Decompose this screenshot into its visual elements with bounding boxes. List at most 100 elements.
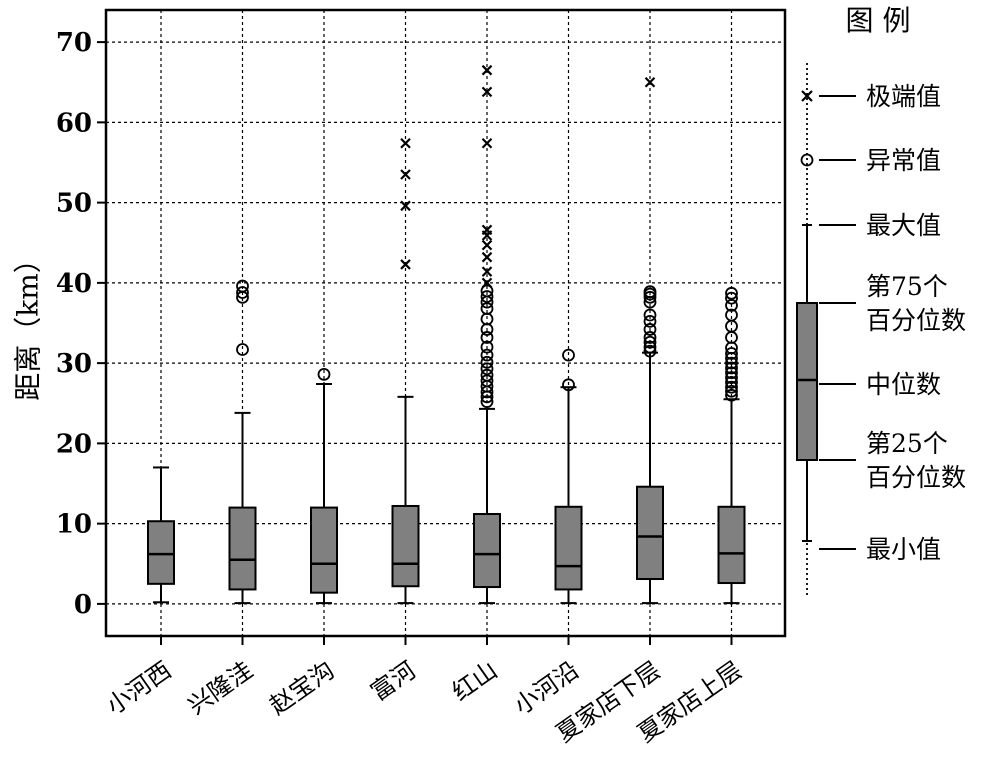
- y-axis-label: 距离（km）: [12, 245, 45, 401]
- outlier-marker: [643, 344, 657, 358]
- legend-label: 百分位数: [866, 306, 966, 335]
- legend-label: 百分位数: [866, 463, 966, 492]
- extreme-marker: [481, 266, 493, 277]
- outlier-marker: [643, 335, 657, 349]
- outlier-marker: [643, 331, 657, 344]
- x-tick-label: 小河西: [101, 656, 176, 720]
- boxes: [147, 64, 746, 605]
- box-1: [147, 466, 175, 604]
- outlier-marker: [643, 308, 657, 322]
- extreme-marker: [481, 277, 493, 289]
- extreme-marker: [481, 224, 493, 236]
- outlier-marker: [236, 286, 249, 299]
- outlier-marker: [480, 348, 494, 362]
- outlier-marker: [643, 314, 657, 328]
- outlier-marker: [643, 285, 657, 299]
- x-tick-label: 红山: [447, 656, 502, 706]
- box-iqr: [473, 513, 501, 589]
- extreme-marker: [481, 64, 493, 76]
- outlier-marker: [725, 356, 738, 370]
- extreme-marker: [801, 90, 813, 102]
- box-3: [310, 367, 338, 605]
- outlier-marker: [725, 347, 738, 360]
- outlier-marker: [725, 298, 738, 312]
- outlier-marker: [480, 331, 494, 344]
- outlier-marker: [643, 323, 657, 336]
- x-tick-label: 兴隆洼: [183, 656, 258, 720]
- legend-label: 中位数: [866, 370, 941, 399]
- legend-label: 第75个: [866, 272, 948, 301]
- outlier-marker: [317, 367, 331, 381]
- box-iqr: [310, 506, 338, 594]
- box-8: [717, 286, 746, 605]
- outlier-marker: [480, 290, 494, 303]
- legend-label: 第25个: [866, 429, 948, 458]
- box-6: [554, 348, 583, 605]
- extreme-marker: [400, 200, 411, 212]
- extreme-marker: [481, 239, 493, 251]
- outlier-marker: [725, 371, 738, 384]
- outlier-marker: [725, 380, 738, 394]
- outlier-marker: [480, 368, 494, 382]
- outlier-marker: [480, 395, 494, 409]
- extreme-marker: [481, 137, 493, 149]
- box-iqr: [228, 506, 257, 591]
- outlier-marker: [800, 153, 814, 167]
- extreme-marker: [481, 251, 493, 263]
- legend-label: 异常值: [866, 146, 941, 175]
- outlier-marker: [725, 366, 738, 380]
- y-tick-label: 30: [56, 349, 92, 379]
- outlier-marker: [480, 362, 494, 376]
- outlier-marker: [725, 361, 738, 375]
- outlier-marker: [480, 302, 494, 315]
- extreme-marker: [400, 169, 411, 180]
- outlier-marker: [562, 348, 575, 362]
- box-iqr: [636, 485, 664, 581]
- y-tick-label: 10: [56, 510, 92, 540]
- outlier-marker: [236, 279, 249, 293]
- y-tick-label: 60: [56, 108, 92, 138]
- box-4: [391, 137, 420, 605]
- y-tick-label: 20: [56, 429, 92, 459]
- outlier-marker: [480, 355, 494, 369]
- legend-label: 最小值: [866, 535, 941, 564]
- legend-title: 图 例: [846, 4, 911, 37]
- outlier-marker: [725, 286, 738, 300]
- y-tick-label: 40: [56, 269, 92, 299]
- extreme-marker: [400, 259, 411, 270]
- x-tick-label: 赵宝沟: [264, 656, 339, 720]
- box-iqr: [717, 505, 746, 585]
- outlier-marker: [480, 374, 494, 388]
- extreme-marker: [644, 76, 656, 88]
- outlier-marker: [480, 284, 494, 298]
- x-tick-label: 富河: [366, 656, 421, 706]
- outlier-marker: [236, 343, 249, 356]
- y-tick-label: 0: [74, 590, 92, 620]
- box-iqr: [147, 520, 175, 585]
- plot-frame: [104, 8, 787, 638]
- box-5: [473, 64, 501, 605]
- box-7: [636, 76, 664, 605]
- outlier-marker: [643, 340, 657, 354]
- outlier-marker: [480, 340, 494, 354]
- outlier-marker: [725, 291, 738, 305]
- y-tick-label: 50: [56, 189, 92, 219]
- outlier-marker: [562, 378, 575, 392]
- outlier-marker: [725, 375, 738, 389]
- grid: [106, 10, 785, 636]
- box-iqr: [391, 504, 420, 588]
- outlier-marker: [725, 384, 738, 398]
- extreme-marker: [481, 86, 493, 98]
- outlier-marker: [725, 388, 738, 402]
- extreme-marker: [400, 137, 411, 149]
- box-2: [228, 279, 257, 605]
- box-iqr: [554, 505, 583, 591]
- legend-box: [796, 302, 818, 461]
- y-tick-label: 70: [56, 28, 92, 58]
- legend-label: 极端值: [866, 82, 941, 111]
- outlier-marker: [725, 308, 738, 322]
